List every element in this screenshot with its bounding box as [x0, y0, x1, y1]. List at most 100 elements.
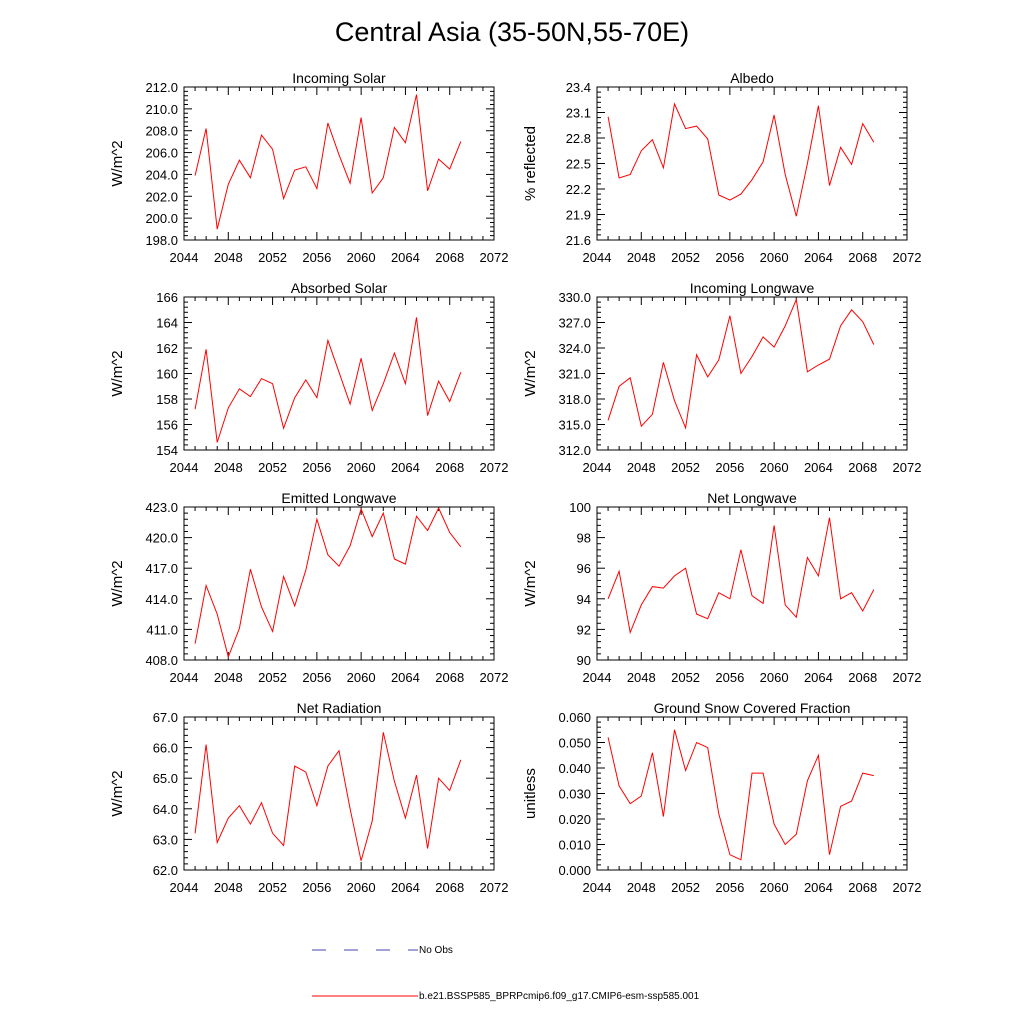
x-tick-label: 2072 [480, 460, 509, 475]
y-tick-label: 312.0 [558, 443, 591, 458]
legend-model-label: b.e21.BSSP585_BPRPcmip6.f09_g17.CMIP6-es… [419, 991, 700, 1002]
x-tick-label: 2044 [170, 880, 199, 895]
chart-panel: 2044 2048 2052 2056 2060 2064 2068 2072 198.0 200… [109, 70, 508, 265]
y-tick-label: 98 [577, 531, 591, 546]
y-tick-label: 0.060 [558, 710, 591, 725]
x-tick-label: 2056 [715, 880, 744, 895]
panel-title: Net Radiation [297, 700, 382, 716]
x-tick-label: 2052 [258, 250, 287, 265]
x-tick-label: 2068 [435, 250, 464, 265]
y-tick-label: 162 [156, 341, 178, 356]
y-tick-label: 318.0 [558, 392, 591, 407]
y-tick-label: 65.0 [153, 771, 178, 786]
x-tick-label: 2052 [671, 460, 700, 475]
x-tick-label: 2056 [302, 880, 331, 895]
y-tick-label: 0.030 [558, 787, 591, 802]
chart-panel: 2044 2048 2052 2056 2060 2064 2068 2072 90 92 94 96… [522, 490, 921, 685]
x-tick-label: 2056 [715, 670, 744, 685]
y-tick-label: 0.050 [558, 736, 591, 751]
x-tick-label: 2048 [627, 460, 656, 475]
x-tick-label: 2044 [170, 250, 199, 265]
y-tick-label: 21.6 [566, 233, 591, 248]
y-tick-label: 90 [577, 653, 591, 668]
chart-panel: 2044 2048 2052 2056 2060 2064 2068 2072 0.000 0.0… [522, 700, 921, 895]
x-tick-label: 2060 [760, 880, 789, 895]
x-tick-label: 2052 [671, 250, 700, 265]
y-tick-label: 414.0 [145, 592, 178, 607]
panel-title: Emitted Longwave [281, 490, 396, 506]
x-tick-label: 2044 [583, 670, 612, 685]
y-tick-label: 62.0 [153, 863, 178, 878]
y-tick-label: 164 [156, 316, 178, 331]
x-tick-label: 2056 [302, 670, 331, 685]
y-tick-label: 160 [156, 367, 178, 382]
x-tick-label: 2064 [391, 460, 420, 475]
x-tick-label: 2048 [214, 880, 243, 895]
x-tick-label: 2060 [760, 250, 789, 265]
y-tick-label: 64.0 [153, 802, 178, 817]
chart-panel: 2044 2048 2052 2056 2060 2064 2068 2072 62.0 63.0… [109, 700, 508, 895]
chart-panel: 2044 2048 2052 2056 2060 2064 2068 2072 154 156 15… [109, 280, 508, 475]
x-tick-label: 2060 [347, 880, 376, 895]
x-tick-label: 2072 [480, 670, 509, 685]
x-tick-label: 2048 [214, 250, 243, 265]
x-tick-label: 2044 [170, 460, 199, 475]
x-tick-label: 2068 [848, 670, 877, 685]
y-tick-label: 92 [577, 622, 591, 637]
plot-frame [183, 86, 495, 241]
y-tick-label: 420.0 [145, 531, 178, 546]
y-tick-label: 198.0 [145, 233, 178, 248]
panel-title: Net Longwave [707, 490, 797, 506]
x-tick-label: 2068 [848, 250, 877, 265]
x-tick-label: 2052 [258, 460, 287, 475]
y-axis-label: unitless [522, 768, 539, 819]
y-tick-label: 315.0 [558, 418, 591, 433]
series-line [607, 729, 874, 861]
y-tick-label: 22.5 [566, 157, 591, 172]
y-tick-label: 63.0 [153, 832, 178, 847]
y-axis-label: W/m^2 [522, 560, 539, 606]
x-tick-label: 2072 [893, 250, 922, 265]
y-tick-label: 324.0 [558, 341, 591, 356]
plot-frame [596, 716, 908, 871]
panel-title: Albedo [730, 70, 774, 86]
y-tick-label: 94 [577, 592, 591, 607]
x-tick-label: 2068 [848, 880, 877, 895]
y-axis-label: W/m^2 [109, 140, 126, 186]
chart-panel: 2044 2048 2052 2056 2060 2064 2068 2072 21.6 21.9… [522, 70, 921, 265]
panel-title: Incoming Longwave [690, 280, 815, 296]
y-axis-label: W/m^2 [109, 350, 126, 396]
y-tick-label: 204.0 [145, 167, 178, 182]
y-tick-label: 166 [156, 290, 178, 305]
y-tick-label: 100 [569, 500, 591, 515]
y-tick-label: 200.0 [145, 211, 178, 226]
panel-title: Absorbed Solar [291, 280, 388, 296]
panel-title: Ground Snow Covered Fraction [654, 700, 851, 716]
panel-title: Incoming Solar [292, 70, 386, 86]
y-tick-label: 321.0 [558, 367, 591, 382]
plot-frame [596, 86, 908, 241]
x-tick-label: 2044 [170, 670, 199, 685]
y-tick-label: 0.000 [558, 863, 591, 878]
x-tick-label: 2044 [583, 250, 612, 265]
series-line [194, 506, 462, 659]
y-tick-label: 417.0 [145, 561, 178, 576]
y-tick-label: 23.1 [566, 106, 591, 121]
y-tick-label: 327.0 [558, 316, 591, 331]
series-line [607, 517, 875, 635]
y-axis-label: W/m^2 [522, 350, 539, 396]
x-tick-label: 2068 [435, 460, 464, 475]
x-tick-label: 2048 [214, 460, 243, 475]
x-tick-label: 2068 [435, 670, 464, 685]
x-tick-label: 2044 [583, 460, 612, 475]
legend: No Obs b.e21.BSSP585_BPRPcmip6.f09_g17.C… [312, 945, 700, 1002]
y-tick-label: 423.0 [145, 500, 178, 515]
figure-title: Central Asia (35-50N,55-70E) [335, 17, 689, 47]
x-tick-label: 2072 [480, 880, 509, 895]
y-tick-label: 208.0 [145, 124, 178, 139]
y-axis-label: W/m^2 [109, 560, 126, 606]
x-tick-label: 2068 [435, 880, 464, 895]
x-tick-label: 2056 [302, 460, 331, 475]
x-tick-label: 2056 [302, 250, 331, 265]
